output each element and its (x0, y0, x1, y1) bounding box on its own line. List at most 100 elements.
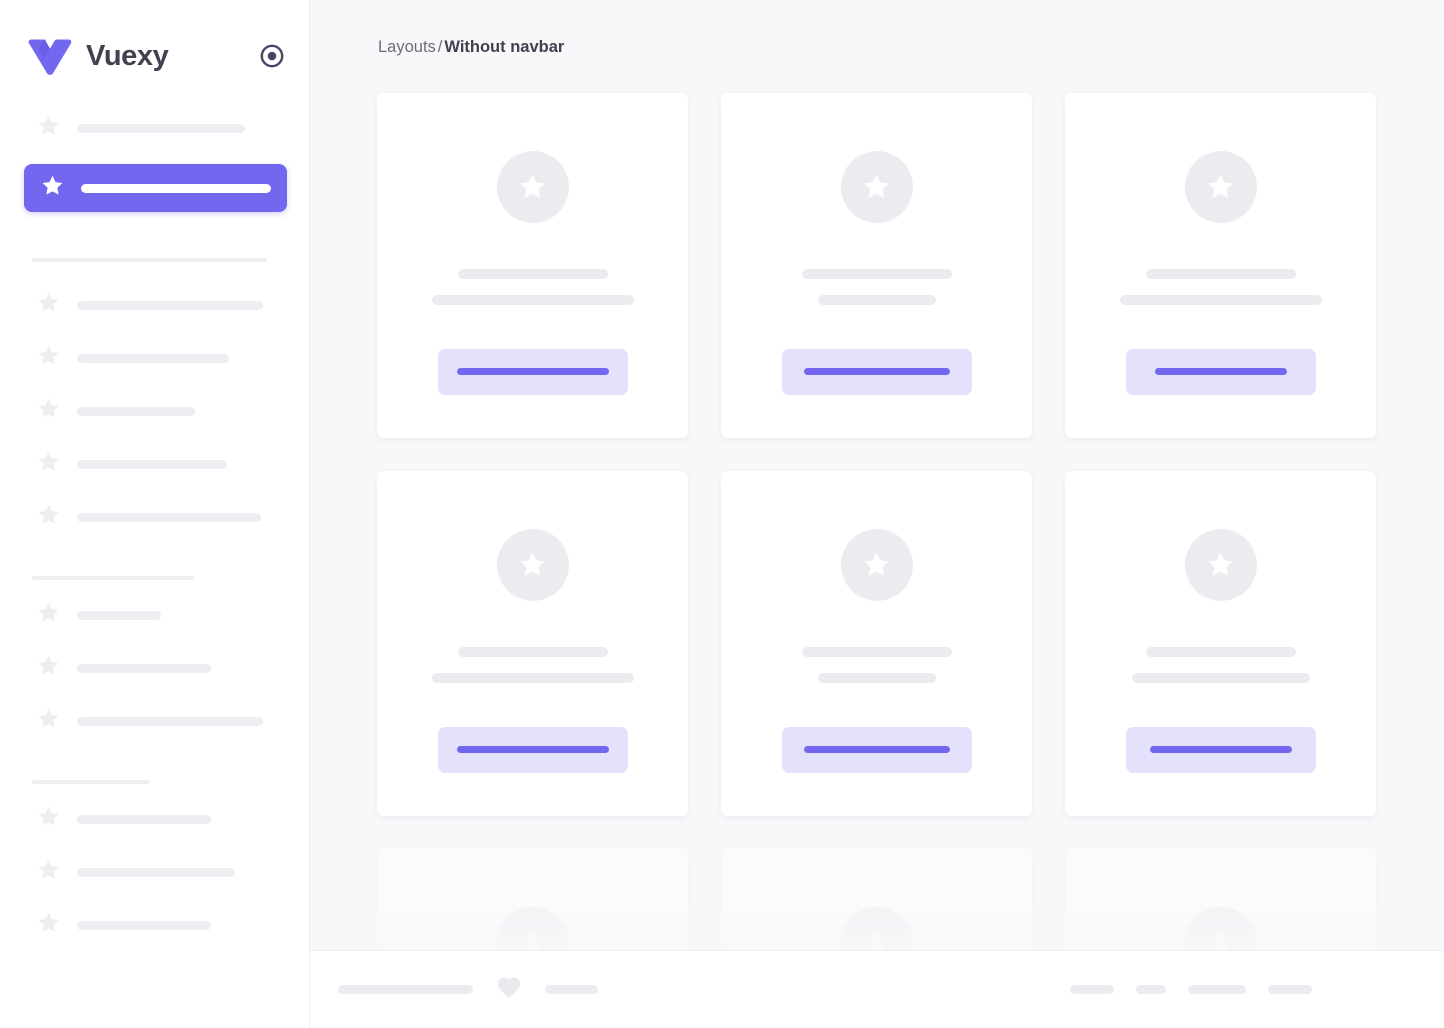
card-text-placeholders (721, 646, 1032, 683)
footer-link-placeholder-1[interactable] (1070, 985, 1114, 994)
card-line-primary (457, 268, 608, 279)
card-button-label-placeholder (456, 368, 609, 376)
card-action-button[interactable] (437, 726, 628, 773)
card-action-button[interactable] (1125, 726, 1316, 773)
sidebar-item-label-placeholder (77, 920, 211, 930)
footer-link-placeholder-2[interactable] (1136, 985, 1166, 994)
card-line-secondary (431, 672, 634, 683)
star-icon (36, 653, 61, 683)
avatar (1184, 150, 1257, 223)
card-line-primary (801, 268, 952, 279)
breadcrumb-parent[interactable]: Layouts (378, 38, 436, 56)
breadcrumb-separator: / (437, 38, 443, 56)
card-grid (310, 58, 1444, 1028)
content-card[interactable] (377, 92, 688, 438)
circle-dot-icon[interactable] (259, 43, 285, 69)
sidebar-item-1[interactable] (24, 112, 287, 144)
nav-section-4 (24, 780, 287, 941)
content-card[interactable] (721, 470, 1032, 816)
sidebar-item-8[interactable] (24, 599, 287, 631)
card-text-placeholders (377, 268, 688, 305)
sidebar-item-label-placeholder (77, 123, 245, 133)
star-icon (864, 552, 889, 577)
nav-section-divider (32, 576, 194, 580)
sidebar-item-label-placeholder (77, 716, 263, 726)
star-icon (36, 113, 61, 143)
sidebar-item-4[interactable] (24, 342, 287, 374)
nav-section-divider (32, 258, 267, 262)
card-action-button[interactable] (781, 726, 972, 773)
footer-left-group (338, 975, 598, 1004)
avatar (1184, 528, 1257, 601)
star-icon (864, 174, 889, 199)
star-icon (36, 600, 61, 630)
sidebar-item-6[interactable] (24, 448, 287, 480)
nav-section-1 (24, 112, 287, 212)
star-icon (36, 910, 61, 940)
sidebar-item-11[interactable] (24, 803, 287, 835)
sidebar-item-7[interactable] (24, 501, 287, 533)
card-text-placeholders (1065, 646, 1376, 683)
avatar (496, 150, 569, 223)
star-icon (36, 857, 61, 887)
brand-name: Vuexy (86, 39, 169, 72)
sidebar-item-12[interactable] (24, 856, 287, 888)
content-card[interactable] (377, 470, 688, 816)
brand[interactable]: Vuexy (28, 36, 259, 76)
card-action-button[interactable] (437, 348, 628, 395)
sidebar-item-10[interactable] (24, 705, 287, 737)
sidebar-nav (0, 112, 309, 941)
star-icon (36, 449, 61, 479)
sidebar-item-label-placeholder (77, 353, 229, 363)
card-button-label-placeholder (1149, 746, 1292, 754)
avatar (840, 150, 913, 223)
footer-bar (310, 950, 1444, 1028)
card-action-button[interactable] (1125, 348, 1316, 395)
card-line-primary (1145, 646, 1296, 657)
sidebar-item-label-placeholder (77, 610, 161, 620)
sidebar-item-label-placeholder (77, 406, 195, 416)
footer-link-placeholder-4[interactable] (1268, 985, 1312, 994)
nav-section-divider (32, 780, 149, 784)
card-button-label-placeholder (1154, 368, 1287, 376)
card-action-button[interactable] (781, 348, 972, 395)
content-card[interactable] (1065, 92, 1376, 438)
card-text-placeholders (377, 646, 688, 683)
card-button-label-placeholder (803, 368, 950, 376)
content-card[interactable] (721, 92, 1032, 438)
footer-text-placeholder-2 (545, 985, 598, 994)
star-icon (36, 502, 61, 532)
card-line-secondary (431, 294, 634, 305)
sidebar: Vuexy (0, 0, 310, 1028)
sidebar-item-label-placeholder (77, 300, 263, 310)
sidebar-item-label-placeholder (81, 183, 271, 193)
card-text-placeholders (1065, 268, 1376, 305)
star-icon (1208, 552, 1233, 577)
star-icon (520, 552, 545, 577)
breadcrumb: Layouts / Without navbar (310, 0, 1444, 58)
sidebar-item-9[interactable] (24, 652, 287, 684)
star-icon (36, 396, 61, 426)
content-card[interactable] (1065, 470, 1376, 816)
star-icon (36, 706, 61, 736)
sidebar-item-label-placeholder (77, 512, 261, 522)
sidebar-item-label-placeholder (77, 867, 235, 877)
footer-text-placeholder-1 (338, 985, 473, 994)
star-icon (520, 174, 545, 199)
star-icon (1208, 174, 1233, 199)
breadcrumb-current: Without navbar (444, 38, 565, 56)
sidebar-header: Vuexy (0, 0, 309, 112)
card-line-primary (457, 646, 608, 657)
avatar (840, 528, 913, 601)
footer-link-placeholder-3[interactable] (1188, 985, 1246, 994)
sidebar-item-label-placeholder (77, 459, 227, 469)
sidebar-item-5[interactable] (24, 395, 287, 427)
card-line-secondary (817, 672, 936, 683)
sidebar-item-label-placeholder (77, 814, 211, 824)
sidebar-item-2-active[interactable] (24, 164, 287, 212)
sidebar-item-13[interactable] (24, 909, 287, 941)
main-content: Layouts / Without navbar (310, 0, 1444, 1028)
sidebar-item-3[interactable] (24, 289, 287, 321)
heart-icon (496, 975, 522, 1004)
card-line-primary (1145, 268, 1296, 279)
